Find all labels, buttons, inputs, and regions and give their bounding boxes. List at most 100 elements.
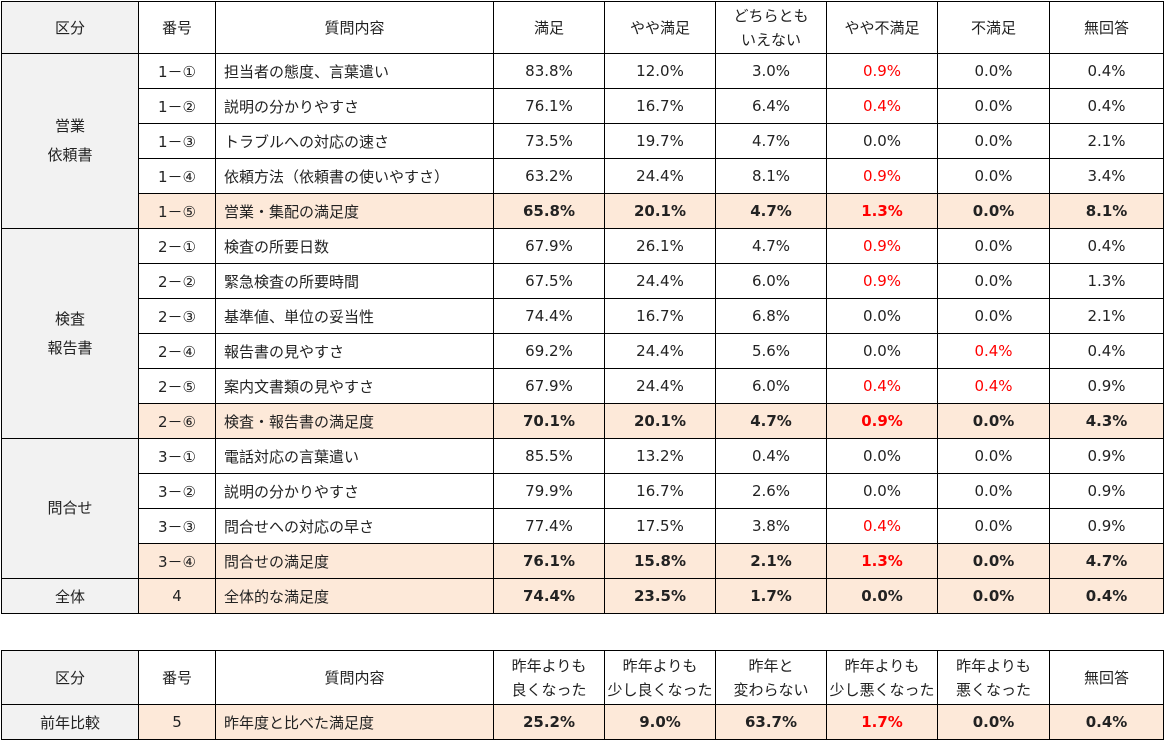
question-number: 2－③ bbox=[138, 298, 216, 334]
table-row: 2－④ 報告書の見やすさ 69.2% 24.4% 5.6% 0.0% 0.4% 0.4% bbox=[2, 333, 1164, 369]
value-cell: 63.2% bbox=[493, 158, 605, 194]
value-cell: 6.8% bbox=[715, 298, 827, 334]
question-text: 検査・報告書の満足度 bbox=[215, 403, 494, 439]
question-number: 2－① bbox=[138, 228, 216, 264]
value-cell: 1.7% bbox=[715, 578, 827, 614]
header-col: やや不満足 bbox=[826, 1, 938, 54]
value-cell: 8.1% bbox=[1049, 193, 1164, 229]
value-cell: 4.7% bbox=[1049, 543, 1164, 579]
value-cell: 24.4% bbox=[604, 158, 716, 194]
cmp-header-col: 昨年と 変わらない bbox=[715, 650, 827, 705]
value-cell: 24.4% bbox=[604, 263, 716, 299]
value-cell: 0.0% bbox=[826, 578, 938, 614]
value-cell: 4.7% bbox=[715, 123, 827, 159]
value-cell: 1.3% bbox=[1049, 263, 1164, 299]
question-number: 3－③ bbox=[138, 508, 216, 544]
header-col: どちらとも いえない bbox=[715, 1, 827, 54]
value-cell: 2.1% bbox=[1049, 123, 1164, 159]
value-cell: 6.4% bbox=[715, 88, 827, 124]
value-cell: 0.4% bbox=[1049, 333, 1164, 369]
question-text: 説明の分かりやすさ bbox=[215, 473, 494, 509]
value-cell: 0.0% bbox=[937, 263, 1050, 299]
total-label: 全体 bbox=[1, 578, 139, 614]
table-row: 2－③ 基準値、単位の妥当性 74.4% 16.7% 6.8% 0.0% 0.0% 2.1% bbox=[2, 298, 1164, 334]
value-cell: 2.6% bbox=[715, 473, 827, 509]
question-number: 2－⑤ bbox=[138, 368, 216, 404]
cmp-header-col: 昨年よりも 悪くなった bbox=[937, 650, 1050, 705]
question-text: 担当者の態度、言葉遣い bbox=[215, 53, 494, 89]
value-cell: 0.9% bbox=[826, 53, 938, 89]
value-cell: 0.0% bbox=[937, 543, 1050, 579]
table-row: 検査 報告書 2－① 検査の所要日数 67.9% 26.1% 4.7% 0.9% 0.0% 0.… bbox=[1, 228, 1164, 439]
question-number: 3－① bbox=[138, 438, 216, 474]
value-cell: 0.4% bbox=[826, 88, 938, 124]
question-number: 1－④ bbox=[138, 158, 216, 194]
value-cell: 0.0% bbox=[937, 578, 1050, 614]
table-row: 営業 依頼書 1－① 担当者の態度、言葉遣い 83.8% 12.0% 3.0% 0.9% 0.… bbox=[1, 53, 1164, 229]
value-cell: 2.1% bbox=[715, 543, 827, 579]
value-cell: 25.2% bbox=[493, 704, 605, 740]
value-cell: 65.8% bbox=[493, 193, 605, 229]
value-cell: 6.0% bbox=[715, 263, 827, 299]
value-cell: 77.4% bbox=[493, 508, 605, 544]
value-cell: 20.1% bbox=[604, 403, 716, 439]
question-text: 説明の分かりやすさ bbox=[215, 88, 494, 124]
value-cell: 67.5% bbox=[493, 263, 605, 299]
value-cell: 1.7% bbox=[826, 704, 938, 740]
value-cell: 9.0% bbox=[604, 704, 716, 740]
value-cell: 0.4% bbox=[1049, 578, 1164, 614]
question-text: トラブルへの対応の速さ bbox=[215, 123, 494, 159]
value-cell: 0.9% bbox=[1049, 438, 1164, 474]
header-kubun: 区分 bbox=[1, 1, 139, 54]
value-cell: 2.1% bbox=[1049, 298, 1164, 334]
value-cell: 0.0% bbox=[826, 473, 938, 509]
value-cell: 0.0% bbox=[937, 704, 1050, 740]
value-cell: 0.9% bbox=[1049, 508, 1164, 544]
group-label: 検査 報告書 bbox=[1, 228, 139, 439]
table-row: 2－② 緊急検査の所要時間 67.5% 24.4% 6.0% 0.9% 0.0% 1.3% bbox=[2, 263, 1164, 299]
comparison-row: 前年比較 5 昨年度と比べた満足度 25.2% 9.0% 63.7% 1.7% 0.0% 0.4… bbox=[1, 704, 1164, 740]
value-cell: 67.9% bbox=[493, 228, 605, 264]
value-cell: 0.0% bbox=[937, 158, 1050, 194]
value-cell: 0.0% bbox=[826, 298, 938, 334]
value-cell: 79.9% bbox=[493, 473, 605, 509]
cmp-header-question: 質問内容 bbox=[215, 650, 494, 705]
header-col: やや満足 bbox=[604, 1, 716, 54]
table-row: 問合せ 3－① 電話対応の言葉遣い 85.5% 13.2% 0.4% 0.0% 0.0% 0.9… bbox=[1, 438, 1164, 579]
value-cell: 4.3% bbox=[1049, 403, 1164, 439]
table-row: 3－③ 問合せへの対応の早さ 77.4% 17.5% 3.8% 0.4% 0.0% 0.9% bbox=[2, 508, 1164, 544]
question-text: 問合せへの対応の早さ bbox=[215, 508, 494, 544]
question-number: 1－③ bbox=[138, 123, 216, 159]
summary-row: 2－⑥ 検査・報告書の満足度 70.1% 20.1% 4.7% 0.9% 0.0% 4.3% bbox=[2, 403, 1164, 439]
value-cell: 16.7% bbox=[604, 298, 716, 334]
value-cell: 13.2% bbox=[604, 438, 716, 474]
question-number: 1－② bbox=[138, 88, 216, 124]
value-cell: 12.0% bbox=[604, 53, 716, 89]
value-cell: 0.0% bbox=[937, 53, 1050, 89]
cmp-header-col: 昨年よりも 少し悪くなった bbox=[826, 650, 938, 705]
value-cell: 70.1% bbox=[493, 403, 605, 439]
question-text: 案内文書類の見やすさ bbox=[215, 368, 494, 404]
value-cell: 0.9% bbox=[826, 228, 938, 264]
value-cell: 1.3% bbox=[826, 193, 938, 229]
value-cell: 23.5% bbox=[604, 578, 716, 614]
value-cell: 19.7% bbox=[604, 123, 716, 159]
question-number: 2－⑥ bbox=[138, 403, 216, 439]
value-cell: 3.8% bbox=[715, 508, 827, 544]
table-row: 2－⑤ 案内文書類の見やすさ 67.9% 24.4% 6.0% 0.4% 0.4% 0.9% bbox=[2, 368, 1164, 404]
value-cell: 73.5% bbox=[493, 123, 605, 159]
value-cell: 0.9% bbox=[1049, 473, 1164, 509]
comparison-label: 前年比較 bbox=[1, 704, 139, 740]
question-text: 昨年度と比べた満足度 bbox=[215, 704, 494, 740]
value-cell: 16.7% bbox=[604, 473, 716, 509]
cmp-header-col: 無回答 bbox=[1049, 650, 1164, 705]
value-cell: 0.0% bbox=[826, 123, 938, 159]
question-text: 全体的な満足度 bbox=[215, 578, 494, 614]
value-cell: 20.1% bbox=[604, 193, 716, 229]
value-cell: 8.1% bbox=[715, 158, 827, 194]
value-cell: 0.9% bbox=[826, 403, 938, 439]
table-row: 1－③ トラブルへの対応の速さ 73.5% 19.7% 4.7% 0.0% 0.0% 2.1% bbox=[2, 123, 1164, 159]
value-cell: 76.1% bbox=[493, 543, 605, 579]
satisfaction-table-body: 営業 依頼書 1－① 担当者の態度、言葉遣い 83.8% 12.0% 3.0% 0.9% 0.… bbox=[1, 53, 1164, 614]
table-row: 3－② 説明の分かりやすさ 79.9% 16.7% 2.6% 0.0% 0.0% 0.9% bbox=[2, 473, 1164, 509]
